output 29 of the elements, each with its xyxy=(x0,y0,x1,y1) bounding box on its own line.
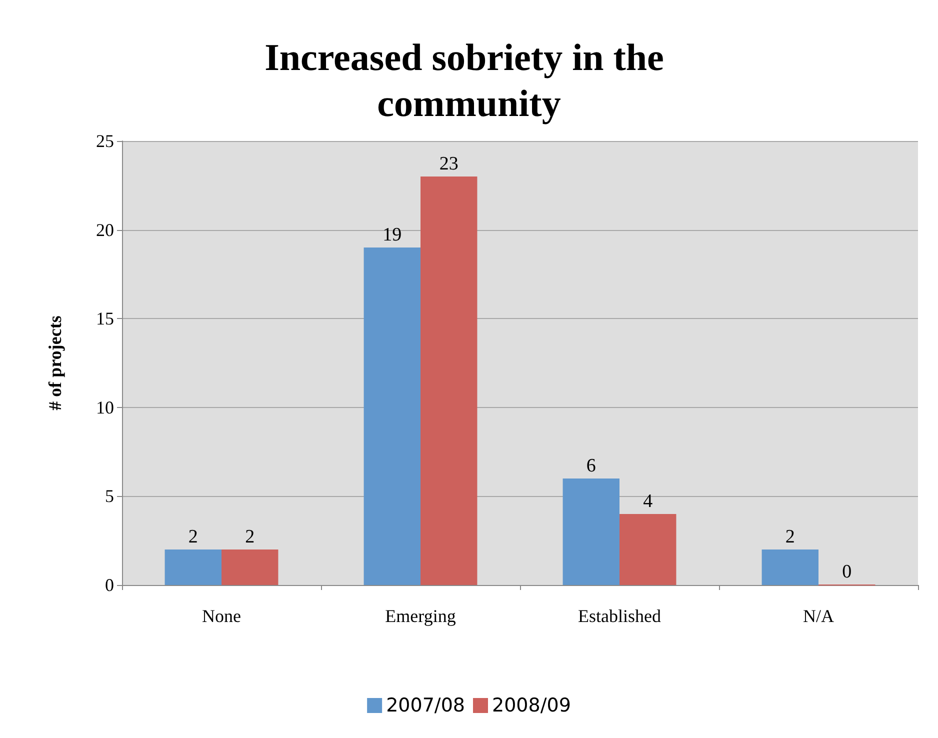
bar xyxy=(420,176,478,585)
x-tick-label: Emerging xyxy=(385,606,456,626)
x-tick-label: Established xyxy=(578,606,661,626)
data-label: 6 xyxy=(586,455,596,476)
y-tick-label: 20 xyxy=(96,220,114,240)
data-label: 2 xyxy=(188,526,198,548)
x-tick-label: N/A xyxy=(803,606,834,626)
data-label: 19 xyxy=(382,224,402,246)
data-label: 2 xyxy=(245,526,255,548)
x-tick-label: None xyxy=(202,606,241,626)
y-tick-label: 25 xyxy=(96,131,114,151)
y-tick-label: 0 xyxy=(105,575,114,595)
legend-label: 2008/09 xyxy=(492,694,571,716)
bar xyxy=(364,248,420,585)
chart-title: Increased sobriety in the community xyxy=(264,37,674,125)
bar xyxy=(164,549,222,585)
y-tick-label: 10 xyxy=(96,397,114,418)
y-tick-label: 15 xyxy=(96,308,114,329)
bar xyxy=(620,514,676,585)
y-tick-label: 5 xyxy=(105,486,114,506)
legend-label: 2007/08 xyxy=(386,694,466,716)
data-label: 2 xyxy=(785,526,795,548)
data-label: 23 xyxy=(439,154,458,175)
bar xyxy=(222,549,278,585)
bar xyxy=(762,549,818,585)
y-axis-title: # of projects xyxy=(45,316,65,410)
bar xyxy=(562,478,620,585)
data-label: 0 xyxy=(842,562,852,582)
data-label: 4 xyxy=(643,490,654,512)
